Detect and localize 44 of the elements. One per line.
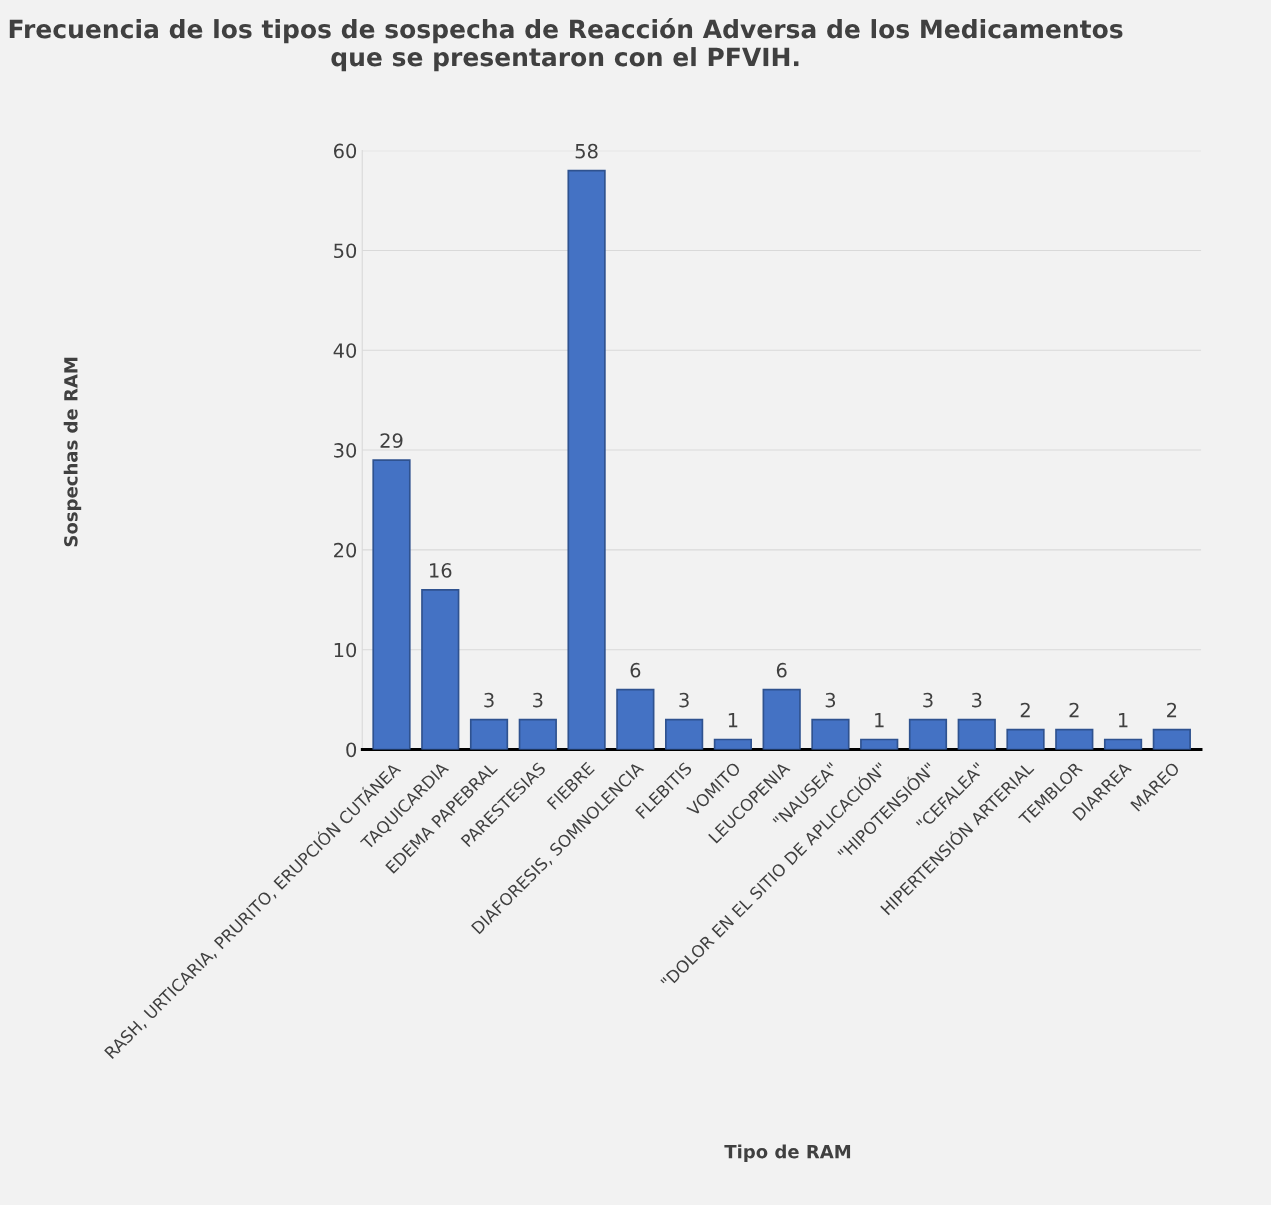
- data-label: 3: [825, 692, 836, 708]
- bar: [616, 688, 655, 750]
- bar: [1152, 728, 1191, 750]
- bar: [908, 718, 948, 750]
- bar: [469, 718, 509, 750]
- data-label: 29: [380, 433, 403, 448]
- data-label: 16: [430, 563, 452, 578]
- bar: [713, 738, 753, 750]
- bar: [372, 459, 411, 750]
- data-label: 6: [630, 662, 641, 678]
- bar: [860, 738, 899, 750]
- bar: [518, 718, 557, 750]
- data-label: 3: [533, 692, 543, 708]
- data-label: 2: [1069, 702, 1079, 718]
- y-axis-title: Sospechas de RAM: [63, 357, 82, 547]
- y-tick-label: 0: [346, 742, 357, 758]
- y-tick-label: 30: [334, 443, 357, 458]
- bar: [664, 718, 704, 750]
- bar: [811, 718, 850, 750]
- data-label: 1: [1119, 712, 1128, 728]
- data-label: 3: [972, 692, 982, 708]
- bar: [1055, 728, 1094, 750]
- y-tick-label: 10: [334, 642, 357, 658]
- data-label: 1: [875, 712, 884, 728]
- data-label: 3: [679, 692, 689, 708]
- bar: [421, 588, 460, 750]
- y-tick-label: 40: [333, 343, 357, 358]
- data-label: 2: [1167, 702, 1177, 718]
- y-tick-label: 50: [334, 243, 357, 259]
- data-label: 58: [575, 143, 598, 159]
- bar: [1006, 728, 1045, 750]
- y-tick-label: 20: [334, 542, 357, 558]
- data-label: 2: [1020, 702, 1030, 718]
- bar: [1103, 738, 1143, 750]
- chart-title: Frecuencia de los tipos de sospecha de Reacción Adversa de los Medicamentos que se presentaron con el PFVIH.: [9, 18, 1123, 72]
- y-tick-label: 60: [333, 143, 357, 159]
- bar: [957, 718, 996, 750]
- data-label: 6: [776, 662, 787, 678]
- data-label: 1: [728, 712, 738, 728]
- x-axis-title: Tipo de RAM: [724, 1144, 851, 1162]
- bar: [762, 688, 801, 750]
- bar: [567, 169, 606, 750]
- data-label: 3: [484, 692, 494, 708]
- data-label: 3: [923, 692, 933, 708]
